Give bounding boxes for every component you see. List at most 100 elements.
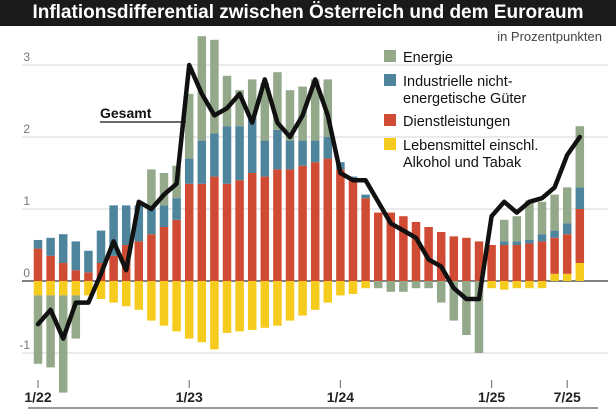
bar-industrie bbox=[159, 205, 169, 227]
bar-industrie bbox=[121, 205, 131, 245]
bar-dienst bbox=[310, 162, 320, 281]
y-tick-label: 0 bbox=[23, 266, 30, 280]
bar-industrie bbox=[575, 187, 585, 209]
bar-industrie bbox=[260, 140, 270, 177]
bar-lebensmittel bbox=[285, 281, 295, 321]
bar-lebensmittel bbox=[172, 281, 181, 332]
bar-industrie bbox=[298, 140, 307, 166]
bar-energie bbox=[373, 281, 383, 289]
x-tick-label: 1/22 bbox=[24, 389, 51, 405]
bar-energie bbox=[184, 93, 194, 159]
bar-dienst bbox=[46, 255, 55, 281]
bar-energie bbox=[512, 216, 522, 242]
bar-dienst bbox=[474, 241, 484, 281]
bar-lebensmittel bbox=[562, 273, 572, 281]
y-tick-label: -1 bbox=[19, 338, 30, 352]
bar-energie bbox=[525, 200, 534, 240]
bar-energie bbox=[273, 72, 282, 130]
bar-dienst bbox=[285, 169, 295, 281]
bar-dienst bbox=[84, 272, 93, 281]
chart-subtitle: in Prozentpunkten bbox=[497, 29, 602, 44]
bar-lebensmittel bbox=[33, 281, 43, 296]
bar-lebensmittel bbox=[499, 281, 509, 290]
bar-industrie bbox=[210, 133, 219, 177]
bar-dienst bbox=[147, 234, 156, 281]
gesamt-line bbox=[35, 62, 583, 341]
bar-energie bbox=[323, 79, 333, 137]
bar-energie bbox=[210, 39, 219, 134]
bar-dienst bbox=[159, 227, 169, 281]
bar-dienst bbox=[550, 237, 559, 274]
bar-industrie bbox=[310, 140, 320, 163]
bar-lebensmittel bbox=[575, 263, 585, 281]
bar-industrie bbox=[184, 158, 194, 184]
bar-dienst bbox=[184, 183, 194, 281]
bar-dienst bbox=[109, 255, 118, 281]
bar-lebensmittel bbox=[134, 281, 144, 310]
bar-lebensmittel bbox=[235, 281, 244, 332]
bar-lebensmittel bbox=[247, 281, 257, 330]
bar-dienst bbox=[499, 245, 509, 281]
bar-industrie bbox=[235, 126, 244, 181]
bar-industrie bbox=[222, 126, 232, 184]
bar-energie bbox=[147, 169, 156, 209]
gesamt-label: Gesamt bbox=[100, 105, 152, 121]
x-tick-label: 1/25 bbox=[478, 389, 505, 405]
bar-energie bbox=[462, 281, 471, 335]
bar-energie bbox=[310, 79, 320, 141]
bar-dienst bbox=[247, 173, 257, 281]
bar-lebensmittel bbox=[46, 281, 55, 296]
bar-lebensmittel bbox=[210, 281, 219, 350]
bar-energie bbox=[159, 173, 169, 206]
legend-label-dienst: Dienstleistungen bbox=[403, 114, 510, 130]
bar-energie bbox=[411, 281, 421, 289]
bar-dienst bbox=[197, 183, 207, 281]
legend-label-industrie: Industrielle nicht- bbox=[403, 74, 513, 90]
bar-energie bbox=[58, 295, 68, 393]
bar-dienst bbox=[210, 176, 219, 281]
bar-lebensmittel bbox=[487, 281, 496, 289]
bar-lebensmittel bbox=[550, 273, 559, 281]
y-tick-label: 1 bbox=[23, 194, 30, 208]
bar-industrie bbox=[46, 237, 55, 256]
bar-dienst bbox=[537, 241, 547, 281]
bar-lebensmittel bbox=[537, 281, 547, 289]
bar-dienst bbox=[71, 270, 81, 281]
bar-energie bbox=[247, 79, 257, 119]
bar-lebensmittel bbox=[310, 281, 320, 310]
bar-dienst bbox=[525, 243, 534, 281]
bar-lebensmittel bbox=[525, 281, 534, 289]
bar-dienst bbox=[336, 169, 345, 281]
bar-dienst bbox=[575, 209, 585, 263]
bar-dienst bbox=[399, 216, 408, 281]
legend-swatch-industrie bbox=[384, 74, 396, 86]
bar-dienst bbox=[273, 169, 282, 281]
bar-dienst bbox=[462, 237, 471, 281]
bar-dienst bbox=[449, 236, 459, 281]
bar-energie bbox=[260, 83, 270, 141]
bar-dienst bbox=[172, 219, 181, 281]
bar-industrie bbox=[525, 239, 534, 244]
legend-label-lebensmittel: Alkohol und Tabak bbox=[403, 155, 522, 171]
bar-industrie bbox=[96, 230, 106, 263]
bar-lebensmittel bbox=[361, 281, 370, 289]
bar-lebensmittel bbox=[147, 281, 156, 321]
x-tick-label: 1/24 bbox=[327, 389, 354, 405]
x-tick-label: 7/25 bbox=[554, 389, 581, 405]
bar-industrie bbox=[285, 140, 295, 170]
bar-dienst bbox=[386, 212, 396, 281]
chart-title: Inflationsdifferential zwischen Österrei… bbox=[0, 0, 616, 26]
legend-label-energie: Energie bbox=[403, 50, 453, 66]
bar-energie bbox=[537, 201, 547, 235]
bar-lebensmittel bbox=[184, 281, 194, 339]
bar-dienst bbox=[348, 180, 358, 281]
bar-lebensmittel bbox=[96, 281, 106, 299]
bar-lebensmittel bbox=[71, 281, 81, 296]
bar-industrie bbox=[58, 234, 68, 263]
bar-lebensmittel bbox=[109, 281, 118, 303]
bar-energie bbox=[46, 295, 55, 368]
bar-industrie bbox=[247, 119, 257, 173]
bar-energie bbox=[399, 281, 408, 292]
